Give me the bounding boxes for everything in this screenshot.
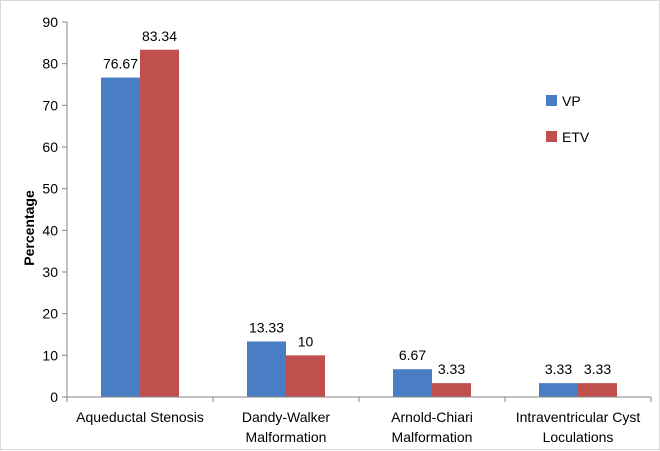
- bar-vp: [539, 383, 578, 397]
- y-tick-label: 0: [50, 389, 58, 405]
- y-tick-label: 90: [42, 14, 58, 30]
- y-tick-label: 40: [42, 222, 58, 238]
- y-tick-label: 80: [42, 56, 58, 72]
- legend: VP ETV: [546, 93, 590, 145]
- bar-vp: [247, 341, 286, 397]
- data-label: 13.33: [249, 319, 284, 335]
- y-tick-label: 50: [42, 181, 58, 197]
- category-label: Dandy-Walker: [242, 409, 331, 425]
- category-label: Malformation: [246, 429, 327, 445]
- y-tick-label: 30: [42, 264, 58, 280]
- bar-etv: [432, 383, 471, 397]
- legend-label-vp: VP: [562, 93, 581, 109]
- bar-etv: [578, 383, 617, 397]
- legend-swatch-vp: [546, 95, 557, 106]
- y-tick-label: 20: [42, 306, 58, 322]
- data-label: 6.67: [399, 347, 426, 363]
- y-axis: 0 10 20 30 40 50 60 70 80 90: [42, 14, 68, 405]
- bar-etv: [140, 49, 179, 397]
- category-label: Loculations: [543, 429, 614, 445]
- bar-vp: [101, 77, 140, 398]
- y-tick-label: 10: [42, 347, 58, 363]
- data-label: 3.33: [545, 361, 572, 377]
- data-label: 76.67: [103, 56, 138, 72]
- data-label: 83.34: [142, 28, 177, 44]
- legend-swatch-etv: [546, 131, 557, 142]
- data-label: 3.33: [438, 361, 465, 377]
- data-label: 3.33: [584, 361, 611, 377]
- x-axis: Aqueductal Stenosis Dandy-Walker Malformat…: [66, 396, 652, 445]
- data-label: 10: [298, 333, 314, 349]
- bar-etv: [286, 355, 325, 397]
- category-label: Malformation: [392, 429, 473, 445]
- y-tick-label: 60: [42, 139, 58, 155]
- legend-label-etv: ETV: [562, 129, 590, 145]
- y-tick-label: 70: [42, 97, 58, 113]
- bar-vp: [393, 369, 432, 397]
- category-label: Aqueductal Stenosis: [76, 409, 204, 425]
- y-axis-title: Percentage: [21, 190, 37, 266]
- category-label: Intraventricular Cyst: [516, 409, 641, 425]
- category-label: Arnold-Chiari: [391, 409, 473, 425]
